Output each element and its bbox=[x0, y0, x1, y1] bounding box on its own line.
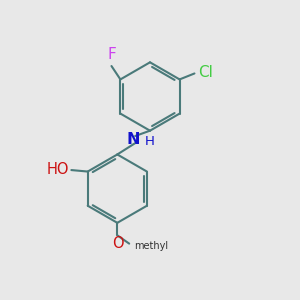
Text: F: F bbox=[107, 47, 116, 62]
Text: N: N bbox=[127, 131, 140, 146]
Text: HO: HO bbox=[46, 162, 69, 177]
Text: O: O bbox=[112, 236, 124, 251]
Text: Cl: Cl bbox=[198, 65, 213, 80]
Text: H: H bbox=[145, 136, 154, 148]
Text: methyl: methyl bbox=[134, 241, 168, 251]
